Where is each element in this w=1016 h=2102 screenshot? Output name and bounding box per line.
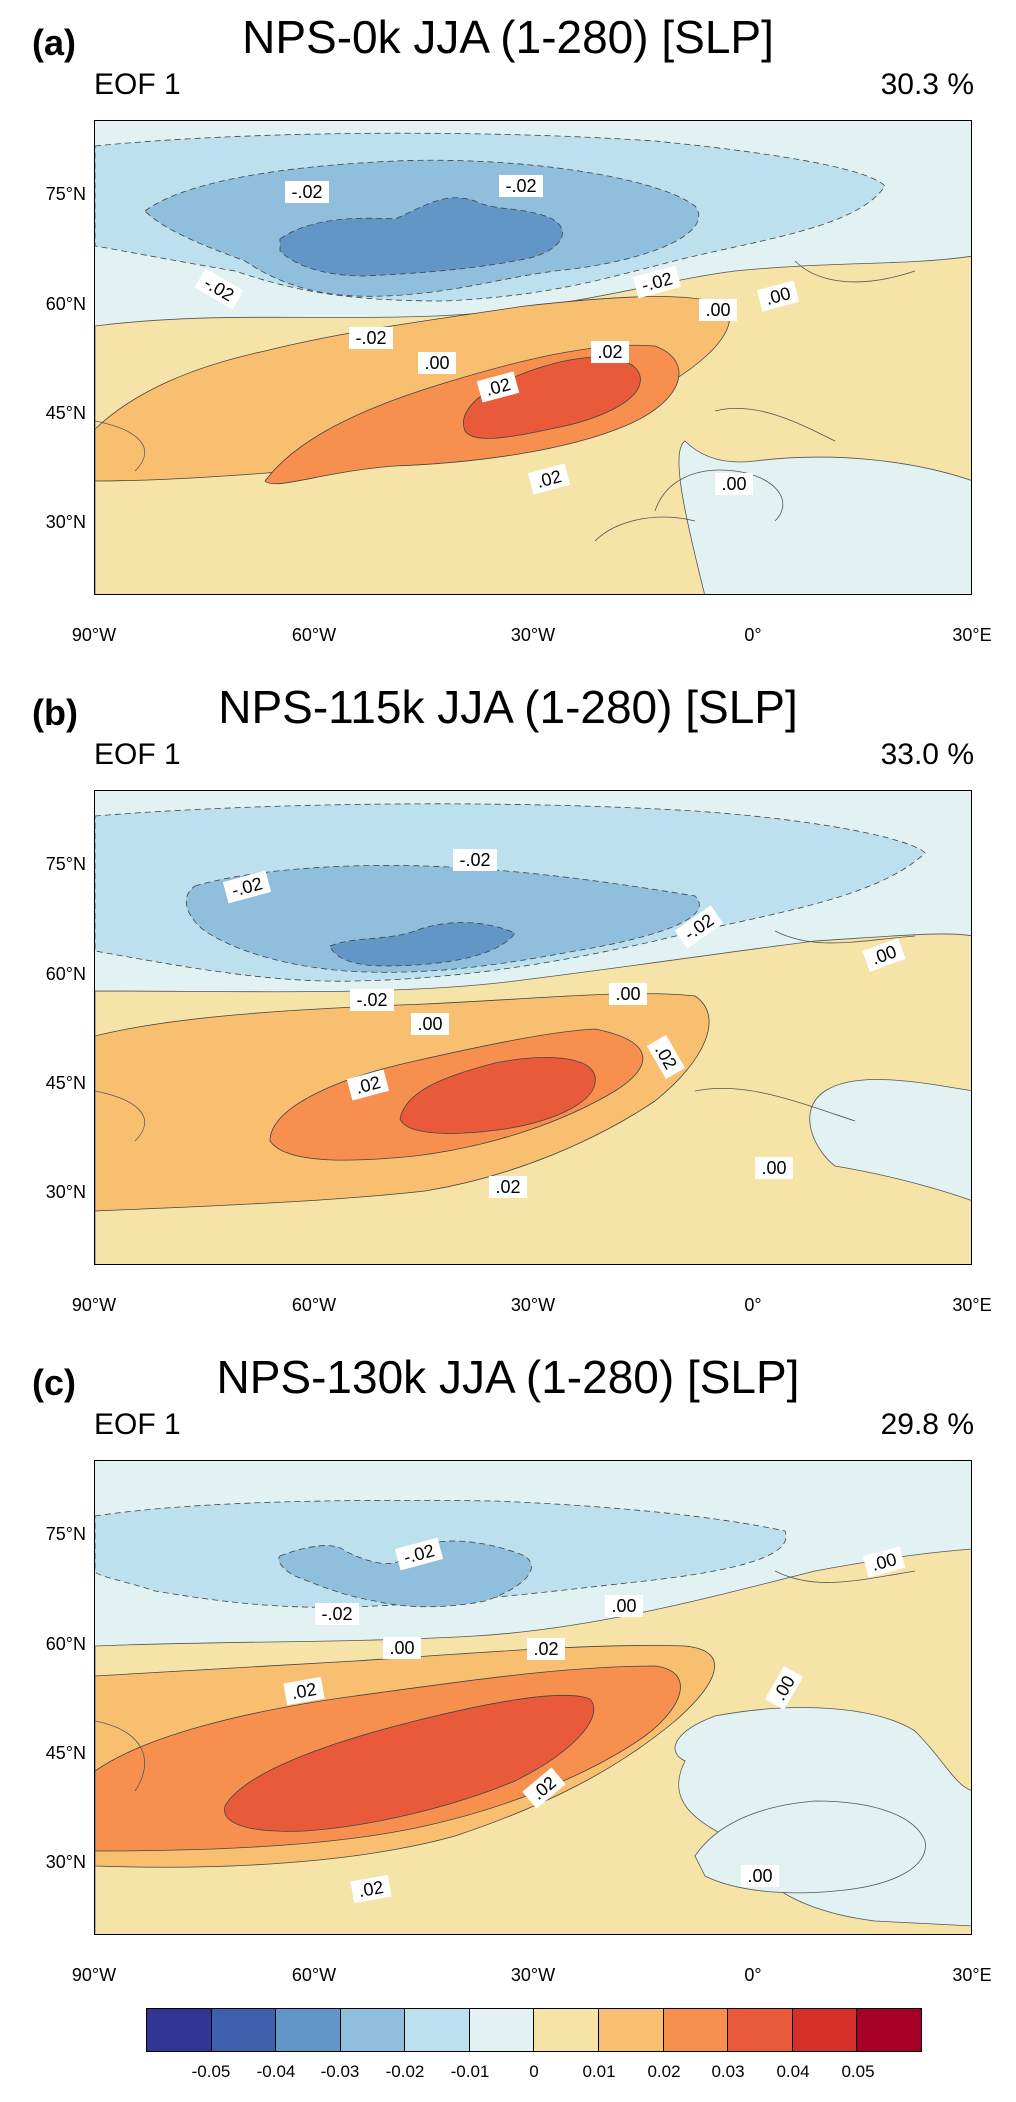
contour-label: .00 xyxy=(615,984,640,1004)
lat-label: 45°N xyxy=(45,1073,86,1093)
panel-a: (a) NPS-0k JJA (1-280) [SLP] EOF 1 30.3 … xyxy=(0,0,1016,670)
contour-label: .00 xyxy=(611,1596,636,1616)
colorbar-label: -0.05 xyxy=(191,2062,231,2081)
colorbar-box xyxy=(857,2009,921,2051)
contour-label: .02 xyxy=(533,1639,558,1659)
contour-label: .00 xyxy=(417,1014,442,1034)
contour-label: .00 xyxy=(424,353,449,373)
colorbar-box xyxy=(599,2009,664,2051)
colorbar-box xyxy=(728,2009,793,2051)
lat-label: 45°N xyxy=(45,1743,86,1763)
contour-label: -.02 xyxy=(459,850,490,870)
colorbar-label: 0 xyxy=(529,2062,539,2081)
eof-label: EOF 1 xyxy=(94,68,181,101)
contour-label: .02 xyxy=(483,374,512,400)
contour-label: .02 xyxy=(597,342,622,362)
colorbar-box xyxy=(276,2009,341,2051)
lat-label: 30°N xyxy=(45,512,86,532)
lon-label: 90°W xyxy=(71,625,117,645)
colorbar-box xyxy=(792,2009,858,2051)
eof-label: EOF 1 xyxy=(94,1408,181,1441)
contour-label: .02 xyxy=(357,1877,385,1901)
contour-label: -.02 xyxy=(401,1540,436,1567)
colorbar-label: 0.01 xyxy=(582,2062,616,2081)
variance-percent: 30.3 % xyxy=(880,68,974,101)
contour-label: .00 xyxy=(747,1866,772,1886)
variance-percent: 29.8 % xyxy=(880,1408,974,1441)
contour-label: .00 xyxy=(389,1638,414,1658)
lat-label: 75°N xyxy=(45,854,86,874)
contour-label: .02 xyxy=(353,1072,382,1098)
contour-label: .00 xyxy=(721,474,746,494)
colorbar-box xyxy=(469,2009,535,2051)
colorbar-box xyxy=(405,2009,470,2051)
lon-label: 0° xyxy=(744,1965,762,1985)
panel-title: NPS-0k JJA (1-280) [SLP] xyxy=(242,11,774,63)
contour-label: -.02 xyxy=(291,182,322,202)
lat-label: 60°N xyxy=(45,294,86,314)
eof-map: -.02 -.02 .00 .00 .00 .02 .02 .02 .02 .0… xyxy=(94,1460,972,1935)
contour-label: -.02 xyxy=(321,1604,352,1624)
contour-label: .00 xyxy=(761,1158,786,1178)
variance-percent: 33.0 % xyxy=(880,738,974,771)
colorbar-label: 0.02 xyxy=(647,2062,681,2081)
colorbar xyxy=(146,2008,922,2052)
eof-label: EOF 1 xyxy=(94,738,181,771)
contour-label: -.02 xyxy=(356,990,387,1010)
eof-map: -.02 -.02 -.02 -.02 -.02 .00 .00 .00 .02… xyxy=(94,120,972,595)
lon-label: 90°W xyxy=(71,1965,117,1985)
lon-label: 30°W xyxy=(510,1295,556,1315)
colorbar-label: -0.02 xyxy=(385,2062,425,2081)
lat-label: 60°N xyxy=(45,964,86,984)
lon-label: 90°W xyxy=(71,1295,117,1315)
contour-label: .00 xyxy=(763,283,792,309)
lon-label: 30°E xyxy=(952,625,992,645)
lon-label: 60°W xyxy=(291,1295,337,1315)
lon-label: 30°W xyxy=(510,625,556,645)
contour-label: .00 xyxy=(869,1549,898,1575)
lat-label: 30°N xyxy=(45,1852,86,1872)
lat-label: 75°N xyxy=(45,1524,86,1544)
lat-label: 60°N xyxy=(45,1634,86,1654)
colorbar-box xyxy=(534,2009,600,2051)
lon-label: 30°W xyxy=(510,1965,556,1985)
panel-title: NPS-115k JJA (1-280) [SLP] xyxy=(218,681,798,733)
contour-label: .02 xyxy=(495,1177,520,1197)
panel-letter: (b) xyxy=(32,692,78,733)
lon-label: 0° xyxy=(744,625,762,645)
contour-label: .00 xyxy=(705,300,730,320)
contour-label: .02 xyxy=(534,466,563,492)
lon-label: 0° xyxy=(744,1295,762,1315)
panel-title: NPS-130k JJA (1-280) [SLP] xyxy=(216,1351,800,1403)
colorbar-label: -0.01 xyxy=(450,2062,490,2081)
colorbar-label: 0.05 xyxy=(841,2062,875,2081)
contour-label: -.02 xyxy=(505,176,536,196)
colorbar-box xyxy=(663,2009,729,2051)
eof-map: -.02 -.02 -.02 -.02 .00 .00 .00 .02 .02 … xyxy=(94,790,972,1265)
lon-label: 60°W xyxy=(291,625,337,645)
colorbar-box xyxy=(147,2009,212,2051)
panel-b: (b) NPS-115k JJA (1-280) [SLP] EOF 1 33.… xyxy=(0,670,1016,1340)
lat-label: 45°N xyxy=(45,403,86,423)
lat-label: 30°N xyxy=(45,1182,86,1202)
colorbar-label: 0.04 xyxy=(776,2062,810,2081)
lon-label: 30°E xyxy=(952,1295,992,1315)
colorbar-label: -0.04 xyxy=(256,2062,296,2081)
colorbar-box xyxy=(211,2009,277,2051)
lon-label: 60°W xyxy=(291,1965,337,1985)
panel-letter: (a) xyxy=(32,22,76,63)
panel-c: (c) NPS-130k JJA (1-280) [SLP] EOF 1 29.… xyxy=(0,1340,1016,2010)
contour-label: -.02 xyxy=(355,328,386,348)
colorbar-label: 0.03 xyxy=(711,2062,745,2081)
contour-label: -.02 xyxy=(639,268,674,295)
contour-label: .02 xyxy=(290,1679,318,1703)
contour-label: -.02 xyxy=(229,873,264,900)
colorbar-box xyxy=(340,2009,406,2051)
lat-label: 75°N xyxy=(45,184,86,204)
colorbar-label: -0.03 xyxy=(320,2062,360,2081)
panel-letter: (c) xyxy=(32,1362,76,1403)
lon-label: 30°E xyxy=(952,1965,992,1985)
